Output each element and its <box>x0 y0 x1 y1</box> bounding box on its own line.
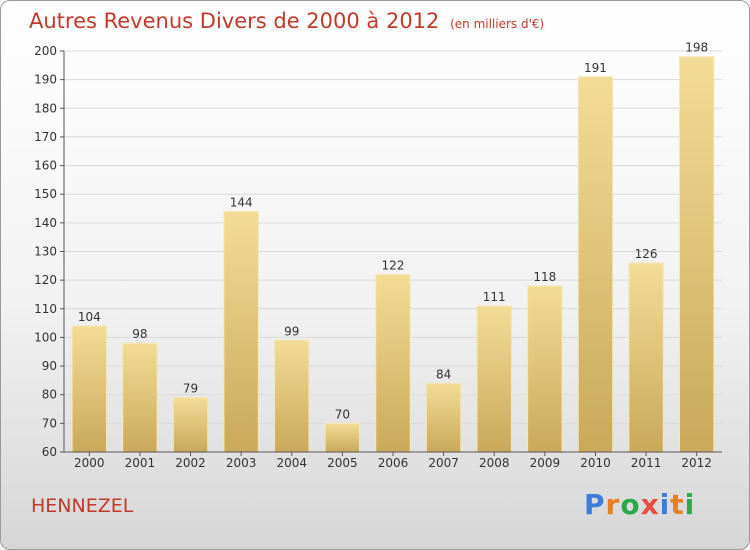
bar <box>577 76 614 453</box>
chart-title: Autres Revenus Divers de 2000 à 2012 <box>29 9 440 33</box>
bar <box>527 285 563 453</box>
bar <box>425 382 462 453</box>
bar <box>274 339 310 453</box>
bar-value-label: 118 <box>533 270 556 284</box>
x-tick-label: 2009 <box>530 456 561 470</box>
bar <box>324 422 361 453</box>
bar <box>172 397 209 453</box>
y-tick-label: 130 <box>34 245 57 259</box>
bars: 104 98 79 144 99 70 122 84 111 118 191 126 198 <box>71 41 715 453</box>
x-tick-label: 2002 <box>175 456 206 470</box>
y-tick-label: 60 <box>42 445 57 459</box>
bar-value-label: 144 <box>230 195 253 209</box>
bar-value-label: 79 <box>183 382 198 396</box>
y-tick-label: 160 <box>34 159 57 173</box>
logo-letter: P <box>584 488 606 521</box>
bar-value-label: 104 <box>78 310 101 324</box>
x-tick-label: 2001 <box>125 456 156 470</box>
bar-value-label: 126 <box>635 247 658 261</box>
proxiti-logo: Proxiti <box>584 488 695 521</box>
chart-subtitle: (en milliers d'€) <box>450 17 545 31</box>
y-tick-label: 110 <box>34 302 57 316</box>
x-tick-label: 2003 <box>226 456 257 470</box>
bar-value-label: 111 <box>483 290 506 304</box>
bar <box>628 262 664 453</box>
bar <box>122 342 158 453</box>
x-tick-label: 2010 <box>580 456 611 470</box>
x-tick-label: 2005 <box>327 456 358 470</box>
logo-letter: r <box>605 488 621 521</box>
y-tick-label: 140 <box>34 216 57 230</box>
y-tick-label: 170 <box>34 130 57 144</box>
y-tick-label: 200 <box>34 44 57 58</box>
bar <box>678 56 715 453</box>
bar-value-label: 122 <box>382 258 405 272</box>
y-tick-label: 190 <box>34 73 57 87</box>
x-tick-label: 2012 <box>681 456 712 470</box>
y-tick-label: 70 <box>42 416 57 430</box>
x-tick-label: 2000 <box>74 456 105 470</box>
x-tick-label: 2004 <box>276 456 307 470</box>
commune-name: HENNEZEL <box>31 495 134 517</box>
y-tick-label: 150 <box>34 187 57 201</box>
bar-value-label: 70 <box>335 407 350 421</box>
x-tick-label: 2011 <box>631 456 662 470</box>
x-axis-ticks: 2000 2001 2002 2003 2004 2005 2006 2007 2008 2009… <box>74 452 712 470</box>
x-tick-label: 2008 <box>479 456 510 470</box>
logo-letter: t <box>670 488 685 521</box>
x-tick-label: 2006 <box>378 456 409 470</box>
bar <box>476 305 512 453</box>
y-axis-ticks: 60 70 80 90 100 110 120 130 140 150 160 170 180 190 20… <box>34 44 64 459</box>
bar <box>223 210 259 453</box>
bar-value-label: 191 <box>584 61 607 75</box>
logo-letter: i <box>684 488 696 521</box>
bar-value-label: 198 <box>685 41 708 55</box>
bar <box>71 325 108 453</box>
bar-value-label: 98 <box>132 327 147 341</box>
logo-letter: i <box>659 488 671 521</box>
y-tick-label: 80 <box>42 388 57 402</box>
bar <box>375 273 411 453</box>
logo-letter: x <box>640 488 660 521</box>
logo-letter: o <box>620 488 641 521</box>
y-tick-label: 100 <box>34 330 57 344</box>
bar-value-label: 99 <box>284 324 299 338</box>
chart-title-block: Autres Revenus Divers de 2000 à 2012 (en… <box>29 9 544 33</box>
y-tick-label: 90 <box>42 359 57 373</box>
x-tick-label: 2007 <box>428 456 459 470</box>
y-tick-label: 180 <box>34 101 57 115</box>
bar-value-label: 84 <box>436 367 451 381</box>
y-tick-label: 120 <box>34 273 57 287</box>
